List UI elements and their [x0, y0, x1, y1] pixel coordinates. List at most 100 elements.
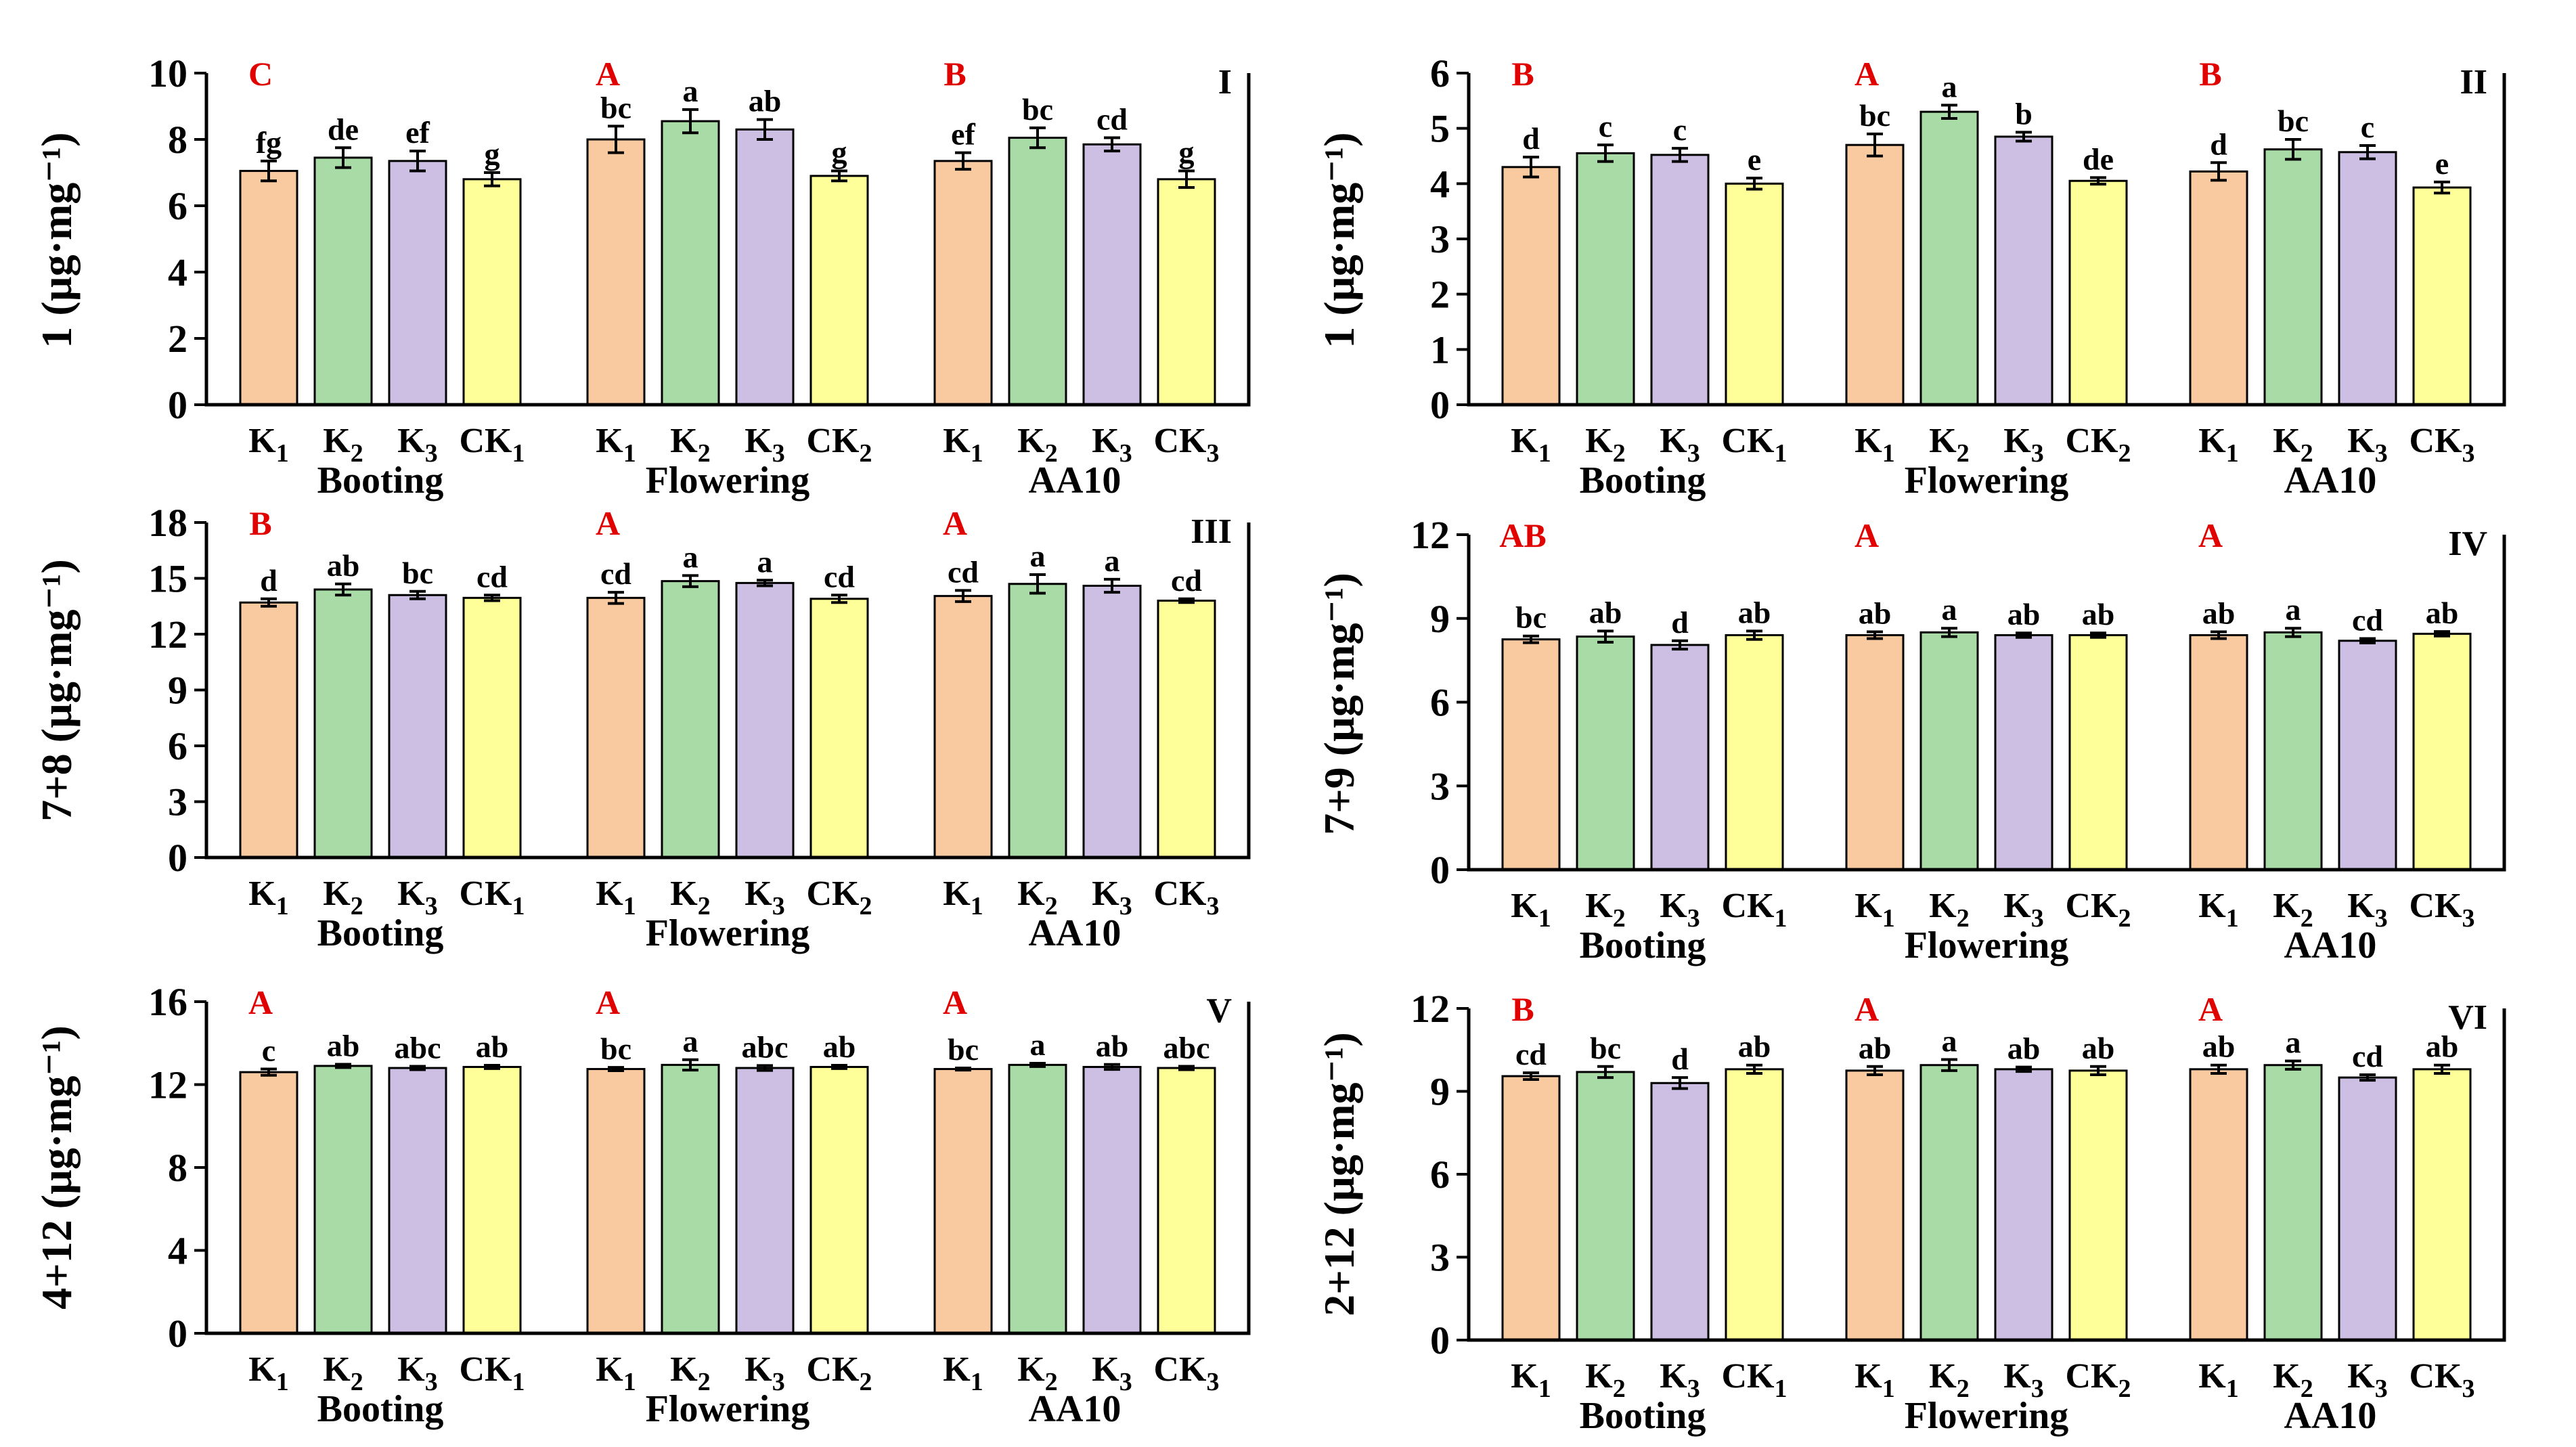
chart-panel-iii: 7+8 (µg·mg⁻¹) 0 3 6 9 12 15 18 III d K1 ab K2 bc K3 cd C… — [32, 501, 1251, 954]
x-category-label: CK2 — [2066, 422, 2131, 468]
x-category-label: K2 — [670, 874, 710, 920]
x-category-label: K2 — [1017, 874, 1057, 920]
bar-k2 — [1008, 1063, 1067, 1335]
bar-k3 — [2338, 640, 2397, 871]
significance-label: a — [1942, 592, 1957, 627]
bar-k1 — [239, 170, 298, 406]
significance-label: abc — [1163, 1031, 1210, 1065]
x-category-label: K2 — [323, 1350, 363, 1396]
x-category-label: CK3 — [2410, 422, 2475, 468]
x-category-label: K1 — [1855, 1357, 1894, 1403]
significance-label: ab — [823, 1029, 856, 1064]
x-category-label: CK3 — [1154, 1350, 1220, 1396]
bar-k3 — [1994, 1068, 2053, 1341]
y-tick-label: 3 — [168, 780, 187, 824]
bar-k2 — [1008, 137, 1067, 406]
y-tick-label: 6 — [168, 724, 187, 768]
bar-ck1 — [1725, 182, 1784, 406]
y-tick-label: 6 — [1430, 51, 1450, 95]
significance-label: g — [1179, 135, 1195, 170]
x-category-label: K2 — [670, 422, 710, 468]
bar-k2 — [1008, 583, 1067, 859]
significance-label: b — [2015, 96, 2033, 131]
panel-label: I — [1218, 63, 1232, 102]
significance-label: c — [262, 1033, 275, 1068]
bar-k2 — [1919, 631, 1979, 871]
x-category-label: K2 — [1585, 1357, 1625, 1403]
x-category-label: K2 — [2273, 1357, 2313, 1403]
significance-label: ab — [2082, 597, 2115, 631]
bar-k3 — [1082, 143, 1142, 406]
significance-label: abc — [395, 1031, 441, 1065]
panel-label: III — [1191, 512, 1232, 551]
stage-group-flowering: bc K1 a K2 ab K3 g CK2 A Flowering — [586, 55, 872, 502]
group-letter: A — [943, 504, 967, 542]
x-category-label: K2 — [1017, 1350, 1057, 1396]
stage-group-booting: c K1 ab K2 abc K3 ab CK1 A Booting — [239, 983, 525, 1430]
significance-label: de — [2083, 141, 2114, 176]
y-axis-title: 7+9 (µg·mg⁻¹) — [1315, 573, 1363, 835]
x-category-label: CK1 — [460, 422, 525, 468]
x-category-label: K3 — [745, 422, 784, 468]
significance-label: bc — [1590, 1031, 1621, 1065]
stage-label: Booting — [1580, 1395, 1706, 1437]
significance-label: a — [757, 544, 773, 579]
x-category-label: K3 — [2347, 422, 2387, 468]
significance-label: ab — [2082, 1031, 2115, 1065]
bar-k1 — [933, 1068, 993, 1335]
bar-k2 — [2263, 1064, 2323, 1341]
x-category-label: K1 — [2198, 887, 2238, 933]
bar-k3 — [735, 581, 795, 859]
x-category-label: K1 — [1511, 422, 1551, 468]
significance-label: ab — [2007, 1031, 2041, 1066]
stage-label: AA10 — [1029, 1388, 1122, 1430]
chart-panel-vi: 2+12 (µg·mg⁻¹) 0 3 6 9 12 VI cd K1 bc K2 d K3 ab CK1 B B… — [1315, 987, 2506, 1437]
x-category-label: K1 — [1511, 887, 1551, 933]
bar-ck3 — [1157, 600, 1216, 859]
stage-label: Booting — [317, 1388, 444, 1430]
x-category-label: K3 — [2003, 422, 2043, 468]
significance-label: a — [683, 74, 698, 108]
bar-k2 — [2263, 631, 2323, 871]
significance-label: ab — [1859, 1031, 1892, 1065]
stage-group-booting: fg K1 de K2 ef K3 g CK1 C Booting — [239, 55, 525, 502]
significance-label: e — [1748, 142, 1761, 177]
bar-k3 — [1650, 154, 1710, 406]
group-letter: B — [2199, 55, 2221, 93]
y-tick-label: 9 — [1430, 1070, 1450, 1114]
group-letter: A — [1855, 55, 1879, 93]
bar-ck3 — [2412, 1068, 2472, 1341]
significance-label: cd — [1096, 102, 1128, 137]
chart-panel-ii: 1 (µg·mg⁻¹) 0 1 2 3 4 5 6 II d K1 c K2 c K3 e CK1 B Bootin… — [1315, 51, 2506, 502]
bar-k1 — [1501, 1075, 1561, 1341]
bar-k3 — [388, 1067, 447, 1335]
stage-label: AA10 — [2284, 925, 2377, 966]
x-category-label: K2 — [2273, 422, 2313, 468]
stage-label: AA10 — [2284, 460, 2377, 502]
bar-k1 — [586, 138, 646, 406]
bar-k3 — [388, 160, 447, 406]
stage-label: Booting — [1580, 925, 1706, 966]
y-tick-label: 8 — [168, 1146, 187, 1190]
significance-label: bc — [1515, 600, 1547, 635]
bar-ck3 — [1157, 178, 1216, 406]
significance-label: ab — [2426, 1029, 2459, 1064]
significance-label: ef — [951, 117, 975, 152]
stage-label: AA10 — [1029, 460, 1122, 502]
x-category-label: K3 — [745, 1350, 784, 1396]
significance-label: d — [260, 563, 277, 598]
y-axis-title: 4+12 (µg·mg⁻¹) — [32, 1025, 81, 1310]
axis-frame — [204, 73, 1251, 407]
x-category-label: K2 — [1585, 422, 1625, 468]
x-category-label: CK1 — [1722, 887, 1787, 933]
x-category-label: K3 — [2347, 887, 2387, 933]
bar-ck3 — [2412, 186, 2472, 406]
significance-label: e — [2435, 146, 2449, 181]
y-tick-label: 15 — [148, 557, 187, 601]
bar-ck2 — [809, 1065, 869, 1335]
y-tick-label: 0 — [1430, 848, 1450, 892]
y-tick-label: 0 — [168, 836, 187, 880]
x-category-label: K3 — [2003, 887, 2043, 933]
bar-k3 — [1082, 1065, 1142, 1335]
y-tick-label: 12 — [148, 613, 187, 656]
